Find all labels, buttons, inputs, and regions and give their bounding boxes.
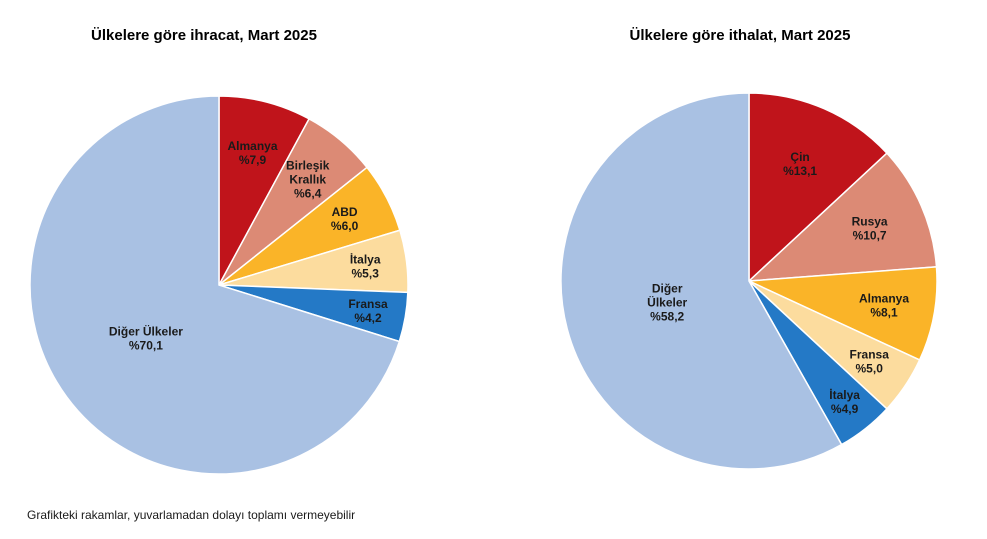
export-slice-label-2: ABD %6,0 (331, 205, 359, 233)
export-slice-value-0: %7,9 (239, 153, 267, 167)
import-slice-name-2: Almanya (859, 291, 909, 305)
export-slice-label-3: İtalya %5,3 (350, 251, 381, 280)
import-slice-value-4: %4,9 (831, 402, 859, 416)
import-slice-1 (746, 152, 938, 282)
export-slice-name-1: Krallık (289, 172, 326, 186)
import-slice-label-4: İtalya %4,9 (829, 387, 860, 416)
import-slice-5 (560, 92, 843, 470)
export-slice-value-1: %6,4 (294, 186, 322, 200)
import-slice-name-5: Ülkeler (647, 295, 687, 310)
export-slice-label-5: Diğer Ülkeler %70,1 (109, 324, 183, 353)
export-slice-0 (218, 95, 311, 286)
export-slice-name-0: Almanya (227, 139, 277, 153)
import-slice-value-5: %58,2 (650, 310, 684, 324)
export-slice-label-4: Fransa %4,2 (348, 297, 388, 325)
import-slice-0 (748, 92, 888, 283)
export-slice-value-2: %6,0 (331, 219, 359, 233)
import-slice-value-3: %5,0 (856, 362, 884, 376)
import-slice-name-3: Fransa (850, 348, 890, 362)
import-slice-label-2: Almanya %8,1 (859, 291, 909, 319)
export-slice-label-1: Birleşik Krallık %6,4 (286, 158, 330, 200)
export-slice-name-5: Diğer Ülkeler (109, 324, 183, 339)
export-slice-name-3: İtalya (350, 251, 381, 266)
import-slice-label-0: Çin %13,1 (783, 150, 817, 178)
import-slice-name-5: Diğer (652, 282, 683, 296)
import-pie: Çin %13,1 Rusya %10,7 Almanya %8,1 Fransa %5,0 İ… (560, 92, 938, 470)
export-slice-name-4: Fransa (348, 297, 388, 311)
import-slice-label-1: Rusya %10,7 (852, 214, 888, 242)
export-slice-name-1: Birleşik (286, 158, 330, 172)
import-chart-title: Ülkelere göre ithalat, Mart 2025 (630, 27, 851, 44)
export-slice-value-3: %5,3 (352, 266, 380, 280)
export-slice-name-2: ABD (332, 205, 358, 219)
export-chart-title: Ülkelere göre ihracat, Mart 2025 (91, 27, 317, 44)
import-slice-2 (746, 266, 938, 361)
import-slice-value-2: %8,1 (870, 305, 898, 319)
import-slice-label-3: Fransa %5,0 (850, 348, 890, 376)
export-slice-value-4: %4,2 (354, 311, 382, 325)
export-slice-value-5: %70,1 (129, 339, 163, 353)
import-slice-label-5: Diğer Ülkeler %58,2 (647, 282, 687, 324)
footnote: Grafikteki rakamlar, yuvarlamadan dolayı… (27, 508, 356, 522)
import-slice-name-1: Rusya (852, 214, 888, 228)
import-slice-value-1: %10,7 (853, 228, 887, 242)
import-slice-name-4: İtalya (829, 387, 860, 402)
import-slice-name-0: Çin (790, 150, 809, 164)
export-slice-5 (29, 95, 401, 475)
import-slice-value-0: %13,1 (783, 164, 817, 178)
export-slice-label-0: Almanya %7,9 (227, 139, 277, 167)
